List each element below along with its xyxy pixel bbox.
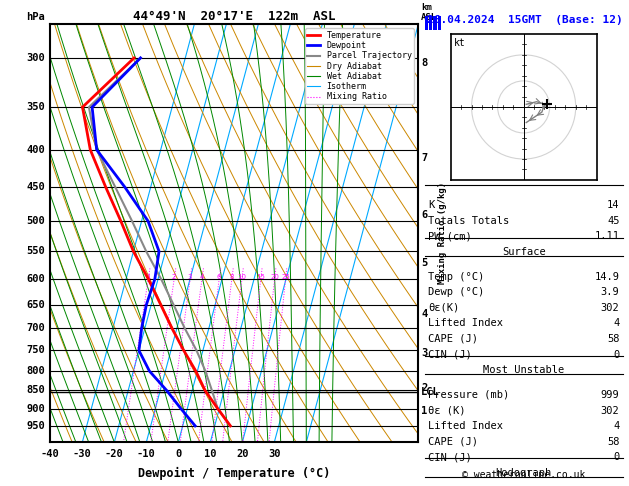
Text: 7: 7 (421, 153, 428, 163)
Text: 4: 4 (421, 310, 428, 319)
Text: 58: 58 (607, 436, 620, 447)
Text: 14.9: 14.9 (594, 272, 620, 282)
Text: 4: 4 (199, 274, 204, 280)
Text: 302: 302 (601, 405, 620, 416)
Text: 5: 5 (421, 258, 428, 268)
Text: θε(K): θε(K) (428, 303, 460, 313)
Text: kt: kt (454, 38, 465, 49)
Text: 450: 450 (26, 182, 45, 192)
Text: 10: 10 (204, 449, 216, 458)
Text: 750: 750 (26, 346, 45, 355)
Text: Dewpoint / Temperature (°C): Dewpoint / Temperature (°C) (138, 468, 330, 481)
Text: km
ASL: km ASL (421, 3, 437, 22)
Text: 800: 800 (26, 366, 45, 376)
Text: 0: 0 (175, 449, 181, 458)
Text: Surface: Surface (502, 247, 545, 257)
Text: Pressure (mb): Pressure (mb) (428, 390, 509, 400)
Text: CAPE (J): CAPE (J) (428, 436, 478, 447)
Text: CIN (J): CIN (J) (428, 349, 472, 360)
Text: 2: 2 (172, 274, 176, 280)
Text: hPa: hPa (26, 12, 45, 22)
Text: -30: -30 (73, 449, 92, 458)
Text: CIN (J): CIN (J) (428, 452, 472, 462)
Text: -10: -10 (137, 449, 156, 458)
Text: 15: 15 (256, 274, 265, 280)
Text: 1.11: 1.11 (594, 231, 620, 242)
Text: 350: 350 (26, 102, 45, 112)
Text: 3.9: 3.9 (601, 287, 620, 297)
Text: 20: 20 (236, 449, 248, 458)
Text: 25: 25 (281, 274, 290, 280)
Text: 0: 0 (613, 452, 620, 462)
Text: 6: 6 (421, 209, 428, 220)
Text: Totals Totals: Totals Totals (428, 216, 509, 226)
Text: 45: 45 (607, 216, 620, 226)
Text: Most Unstable: Most Unstable (483, 365, 564, 375)
Text: 950: 950 (26, 421, 45, 431)
Text: 3: 3 (421, 347, 428, 358)
Text: 550: 550 (26, 246, 45, 257)
Text: 400: 400 (26, 145, 45, 155)
Text: 600: 600 (26, 274, 45, 284)
Text: Hodograph: Hodograph (496, 468, 552, 478)
Text: Lifted Index: Lifted Index (428, 318, 503, 329)
Text: 700: 700 (26, 323, 45, 333)
Text: 20: 20 (270, 274, 279, 280)
Text: 26.04.2024  15GMT  (Base: 12): 26.04.2024 15GMT (Base: 12) (427, 15, 623, 25)
Text: 500: 500 (26, 216, 45, 226)
Text: 6: 6 (217, 274, 221, 280)
Text: PW (cm): PW (cm) (428, 231, 472, 242)
Text: © weatheronline.co.uk: © weatheronline.co.uk (462, 470, 586, 480)
Text: 4: 4 (613, 318, 620, 329)
Text: 300: 300 (26, 53, 45, 63)
Text: -20: -20 (105, 449, 124, 458)
Text: 30: 30 (268, 449, 281, 458)
Text: Mixing Ratio (g/kg): Mixing Ratio (g/kg) (438, 182, 447, 284)
Text: 4: 4 (613, 421, 620, 431)
Text: 8: 8 (421, 58, 428, 68)
Text: LCL: LCL (421, 387, 440, 397)
Text: 850: 850 (26, 385, 45, 396)
Text: 0: 0 (613, 349, 620, 360)
Text: 8: 8 (230, 274, 234, 280)
Text: CAPE (J): CAPE (J) (428, 334, 478, 344)
Text: 900: 900 (26, 404, 45, 414)
Text: 1: 1 (421, 406, 428, 417)
Text: 10: 10 (237, 274, 247, 280)
Text: 1: 1 (146, 274, 150, 280)
Title: 44°49'N  20°17'E  122m  ASL: 44°49'N 20°17'E 122m ASL (133, 10, 335, 23)
Text: Temp (°C): Temp (°C) (428, 272, 484, 282)
Text: 58: 58 (607, 334, 620, 344)
Text: 999: 999 (601, 390, 620, 400)
Text: 302: 302 (601, 303, 620, 313)
Legend: Temperature, Dewpoint, Parcel Trajectory, Dry Adiabat, Wet Adiabat, Isotherm, Mi: Temperature, Dewpoint, Parcel Trajectory… (305, 29, 414, 104)
Text: 650: 650 (26, 300, 45, 310)
Text: Dewp (°C): Dewp (°C) (428, 287, 484, 297)
Text: 3: 3 (188, 274, 192, 280)
Text: 2: 2 (421, 383, 428, 393)
Text: 14: 14 (607, 200, 620, 210)
Text: -40: -40 (41, 449, 60, 458)
Text: Lifted Index: Lifted Index (428, 421, 503, 431)
Text: θε (K): θε (K) (428, 405, 466, 416)
Text: K: K (428, 200, 435, 210)
